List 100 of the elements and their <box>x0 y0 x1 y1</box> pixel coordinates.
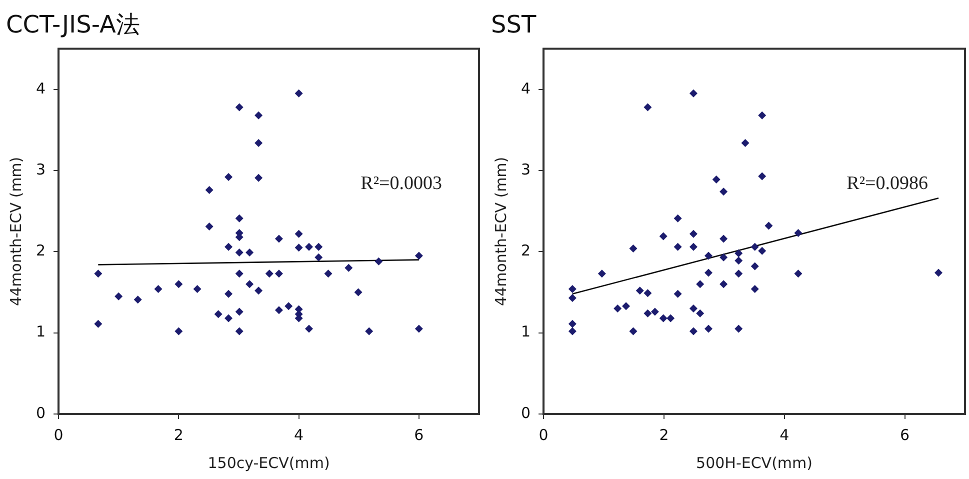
y-tick-label: 2 <box>36 242 46 260</box>
point <box>674 214 682 222</box>
point <box>644 309 652 318</box>
y-tick-label: 3 <box>36 160 46 178</box>
point <box>305 242 314 251</box>
point <box>254 111 263 120</box>
point <box>674 290 682 298</box>
point <box>598 270 606 278</box>
x-tick-label: 2 <box>659 426 669 444</box>
point <box>246 280 254 288</box>
point <box>305 324 314 333</box>
point <box>758 246 766 255</box>
point <box>794 270 802 278</box>
point <box>720 234 728 243</box>
point <box>254 174 263 182</box>
point <box>214 310 222 318</box>
y-axis-title: 44month-ECV (mm) <box>492 156 510 306</box>
point <box>254 138 263 147</box>
point <box>294 89 303 98</box>
point <box>696 280 704 288</box>
y-tick-label: 2 <box>520 242 531 260</box>
x-tick-label: 4 <box>780 426 790 444</box>
point <box>750 262 759 270</box>
point <box>314 253 323 262</box>
point <box>712 175 720 184</box>
point <box>174 327 183 336</box>
point <box>235 308 244 316</box>
point <box>704 252 713 260</box>
y-tick-label: 1 <box>520 322 531 341</box>
point <box>659 314 668 322</box>
point <box>414 252 423 260</box>
point <box>344 264 353 272</box>
point <box>134 296 142 304</box>
point <box>324 270 332 278</box>
y-axis-title: 44month-ECV (mm) <box>6 156 25 306</box>
point <box>689 327 698 336</box>
point <box>734 249 743 258</box>
x-tick-label: 6 <box>900 426 910 444</box>
point <box>720 188 728 196</box>
point <box>314 242 323 251</box>
point <box>235 248 244 256</box>
point <box>629 327 638 336</box>
point <box>224 173 233 182</box>
point <box>235 103 244 112</box>
x-tick-label: 6 <box>414 426 424 444</box>
point <box>644 103 652 112</box>
point <box>750 242 759 251</box>
point <box>235 327 244 336</box>
point <box>674 242 682 251</box>
point <box>794 229 802 238</box>
point <box>374 257 383 266</box>
point <box>758 111 766 120</box>
point <box>265 270 274 278</box>
point <box>734 256 743 265</box>
point <box>689 242 698 251</box>
point <box>689 89 698 98</box>
point <box>734 324 743 333</box>
point <box>644 289 652 298</box>
point <box>94 320 102 328</box>
y-tick-label: 3 <box>520 160 531 178</box>
point <box>934 268 943 277</box>
point <box>720 253 728 262</box>
point <box>274 306 283 314</box>
point <box>758 172 766 180</box>
y-tick-label: 1 <box>36 322 46 341</box>
point <box>274 270 283 278</box>
point <box>224 290 233 298</box>
point <box>365 327 374 336</box>
point <box>629 244 638 252</box>
point <box>246 248 254 256</box>
point <box>294 230 303 238</box>
point <box>294 244 303 252</box>
point <box>174 280 183 288</box>
annotation: R²=0.0003 <box>360 172 442 194</box>
point <box>235 270 244 278</box>
y-tick-label: 4 <box>520 79 531 98</box>
point <box>568 285 576 294</box>
y-tick-label: 0 <box>520 404 531 422</box>
point <box>205 222 214 231</box>
annotation: R²=0.0986 <box>846 172 928 194</box>
point <box>764 222 773 230</box>
point <box>274 234 283 243</box>
y-tick-label: 0 <box>36 404 46 422</box>
point <box>205 186 214 194</box>
point <box>568 320 576 328</box>
point <box>704 268 713 277</box>
point <box>666 314 675 322</box>
point <box>696 309 704 318</box>
x-tick-label: 0 <box>54 426 64 444</box>
x-tick-label: 2 <box>174 426 184 444</box>
x-axis-title: 500H-ECV(mm) <box>696 454 813 472</box>
point <box>254 286 263 295</box>
x-axis-title: 150cy-ECV(mm) <box>208 454 330 472</box>
point <box>704 324 713 333</box>
point <box>94 270 102 278</box>
point <box>622 302 630 310</box>
point <box>224 314 233 322</box>
point <box>614 304 622 312</box>
point <box>689 230 698 238</box>
point <box>414 324 423 333</box>
